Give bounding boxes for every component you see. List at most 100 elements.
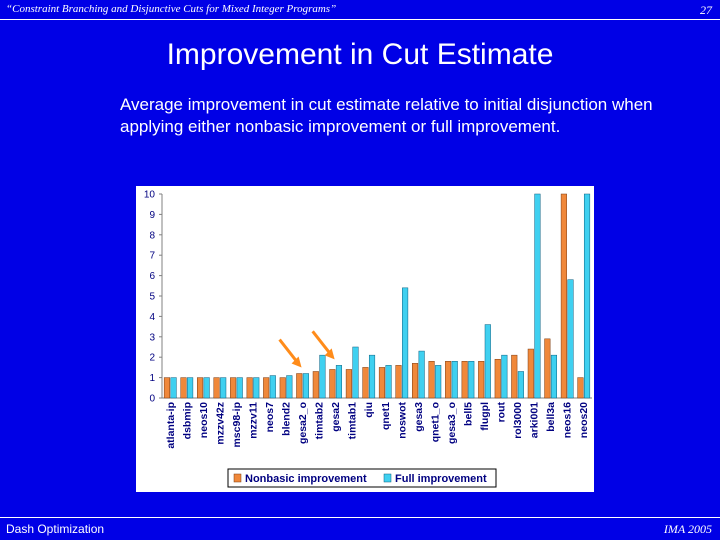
x-tick-label: neos7 (264, 402, 276, 433)
full-bar (319, 354, 326, 399)
slide-page-number: 27 (700, 3, 712, 17)
full-bar (418, 350, 425, 399)
nonbasic-bar (180, 377, 187, 399)
nonbasic-bar (246, 377, 253, 399)
nonbasic-bar (163, 377, 171, 399)
nonbasic-bar (345, 369, 352, 399)
annotation-arrow-head (324, 348, 335, 360)
nonbasic-bar (362, 367, 369, 399)
nonbasic-bar (329, 369, 336, 399)
y-tick-label: 2 (149, 353, 155, 364)
full-bar (501, 354, 508, 399)
nonbasic-bar (428, 361, 435, 399)
x-tick-label: atlanta-ip (165, 402, 177, 449)
full-bar (269, 375, 276, 399)
full-bar (253, 377, 260, 399)
full-bar (286, 375, 293, 399)
y-tick-label: 5 (149, 292, 155, 303)
nonbasic-bar (478, 361, 485, 399)
nonbasic-bar (461, 361, 468, 399)
nonbasic-bar-legend-swatch (233, 473, 242, 483)
nonbasic-bar (279, 377, 286, 399)
full-bar (368, 354, 376, 399)
full-bar (203, 377, 210, 399)
slide-header-left: “Constraint Branching and Disjunctive Cu… (6, 3, 337, 15)
x-tick-label: flugpl (479, 402, 491, 431)
nonbasic-bar (213, 377, 220, 399)
annotation-arrow-head (291, 356, 302, 368)
slide-footer-right: IMA 2005 (663, 522, 712, 536)
full-bar (435, 365, 442, 399)
full-bar (187, 377, 194, 399)
full-bar (402, 287, 409, 399)
y-tick-label: 4 (149, 312, 155, 323)
x-tick-label: msc98-ip (231, 402, 243, 448)
full-bar (385, 365, 392, 399)
x-tick-label: qnet1_o (429, 402, 441, 442)
legend-label: Full improvement (395, 473, 487, 485)
full-bar (583, 193, 591, 399)
full-bar (236, 377, 243, 399)
nonbasic-bar (230, 377, 237, 399)
full-bar (220, 377, 227, 399)
legend-box (227, 468, 497, 488)
x-tick-label: neos20 (578, 402, 590, 438)
full-bar (335, 365, 343, 399)
y-tick-label: 6 (149, 271, 155, 282)
x-tick-label: neos16 (562, 402, 574, 438)
nonbasic-bar (577, 377, 584, 399)
y-tick-label: 8 (149, 230, 155, 241)
x-tick-label: qiu (363, 402, 375, 418)
full-bar (170, 377, 177, 399)
x-tick-label: mzzv11 (247, 402, 259, 439)
nonbasic-bar (411, 363, 419, 399)
full-bar (517, 371, 524, 399)
slide-caption: Average improvement in cut estimate rela… (120, 95, 653, 136)
x-tick-label: timtab1 (347, 402, 359, 440)
annotation-arrow-shaft (278, 338, 299, 364)
nonbasic-bar (395, 365, 402, 399)
full-bar (484, 324, 491, 399)
nonbasic-bar (494, 358, 501, 399)
annotation-arrow-shaft (311, 330, 332, 356)
x-tick-label: timtab2 (314, 402, 326, 440)
y-tick-label: 9 (149, 210, 155, 221)
nonbasic-bar (378, 367, 386, 399)
y-tick-label: 7 (149, 251, 155, 262)
y-tick-label: 3 (149, 332, 155, 343)
nonbasic-bar (312, 371, 319, 399)
bar-chart: 0 1 2 3 4 5 6 7 8 9 10 atlanta-ip dsbmip neos10 mzzv42… (136, 186, 594, 492)
nonbasic-bar (511, 354, 518, 399)
full-bar (550, 354, 558, 399)
y-tick-label: 0 (149, 394, 155, 405)
x-tick-label: dsbmip (181, 402, 193, 439)
slide-footer-left: Dash Optimization (6, 522, 105, 536)
x-tick-label: rol3000 (512, 402, 524, 439)
full-bar (451, 361, 458, 399)
nonbasic-bar (560, 193, 567, 399)
nonbasic-bar (196, 377, 204, 399)
footer-rule (0, 517, 720, 518)
x-tick-label: gesa3_o (446, 402, 458, 444)
full-bar (302, 373, 309, 399)
x-tick-label: noswot (396, 402, 408, 439)
slide-title: Improvement in Cut Estimate (166, 38, 554, 71)
x-tick-label: neos10 (198, 402, 210, 438)
full-bar (468, 361, 475, 399)
x-tick-label: rout (496, 402, 508, 423)
x-tick-label: gesa3 (413, 402, 425, 432)
x-tick-label: qnet1 (380, 402, 392, 430)
y-tick-label: 10 (144, 190, 156, 201)
chart-background (136, 186, 594, 492)
x-tick-label: bell3a (545, 402, 557, 432)
nonbasic-bar (296, 373, 303, 399)
x-tick-label: bell5 (462, 402, 474, 426)
x-tick-label: gesa2_o (297, 402, 309, 444)
nonbasic-bar (263, 377, 270, 399)
full-bar (352, 346, 359, 399)
nonbasic-bar (445, 361, 452, 399)
x-tick-label: mzzv42z (214, 402, 226, 445)
x-tick-label: blend2 (281, 402, 293, 436)
full-bar (534, 193, 541, 399)
x-tick-label: gesa2 (330, 402, 342, 432)
